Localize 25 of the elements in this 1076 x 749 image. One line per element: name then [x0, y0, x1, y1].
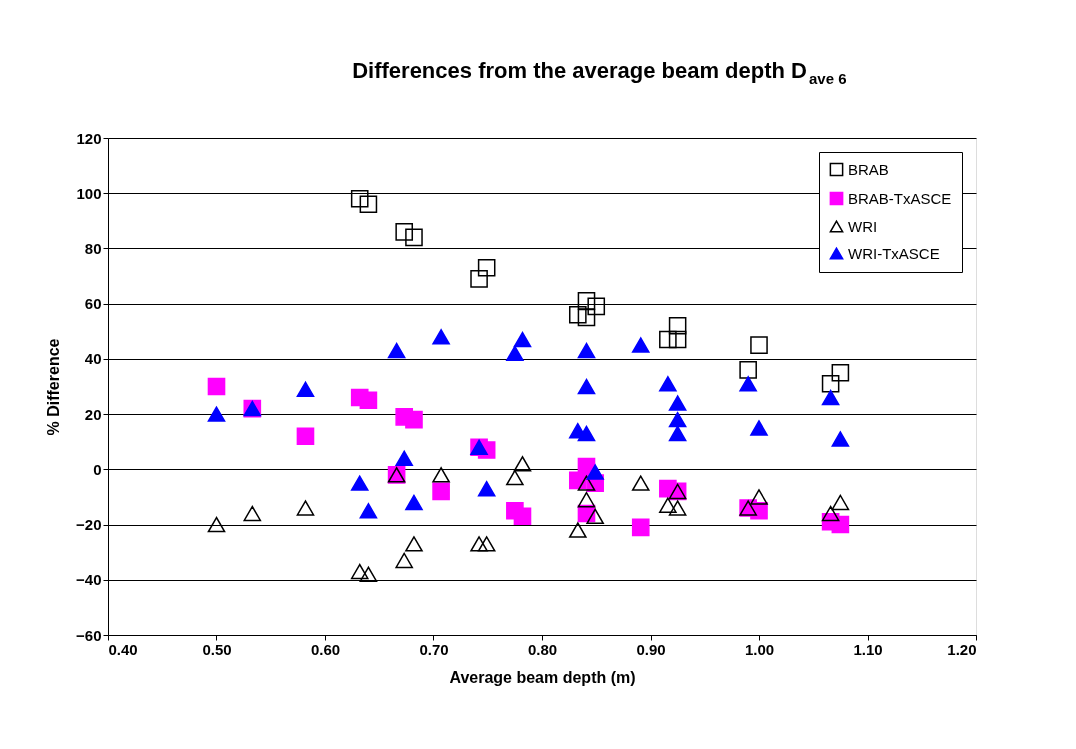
- legend-label: BRAB-TxASCE: [848, 189, 952, 207]
- x-tick-label: 1.20: [947, 640, 977, 658]
- y-tick-label: −60: [76, 626, 102, 644]
- y-tick-label: 80: [84, 239, 102, 257]
- legend-label: WRI: [848, 217, 878, 235]
- y-tick-label: −20: [76, 516, 102, 534]
- legend-label: WRI-TxASCE: [848, 244, 940, 262]
- y-tick-label: 20: [84, 405, 102, 423]
- x-tick-label: 0.80: [527, 640, 558, 658]
- x-tick-label: 0.60: [310, 640, 341, 658]
- y-tick-label: 0: [93, 460, 102, 478]
- y-tick-label: −40: [76, 571, 102, 589]
- x-tick-label: 1.10: [853, 640, 883, 658]
- y-axis-title: % Difference: [45, 338, 63, 436]
- y-tick-label: 100: [76, 184, 102, 202]
- y-tick-label: 40: [84, 350, 102, 368]
- legend-label: BRAB: [848, 160, 889, 178]
- y-tick-label: 60: [84, 295, 102, 313]
- x-tick-label: 0.70: [419, 640, 449, 658]
- x-tick-label: 0.90: [636, 640, 666, 658]
- x-tick-label: 0.50: [202, 640, 232, 658]
- y-tick-label: 120: [76, 129, 102, 147]
- x-tick-label: 0.40: [108, 640, 138, 658]
- x-tick-label: 1.00: [744, 640, 775, 658]
- x-axis-title: Average beam depth (m): [449, 668, 636, 686]
